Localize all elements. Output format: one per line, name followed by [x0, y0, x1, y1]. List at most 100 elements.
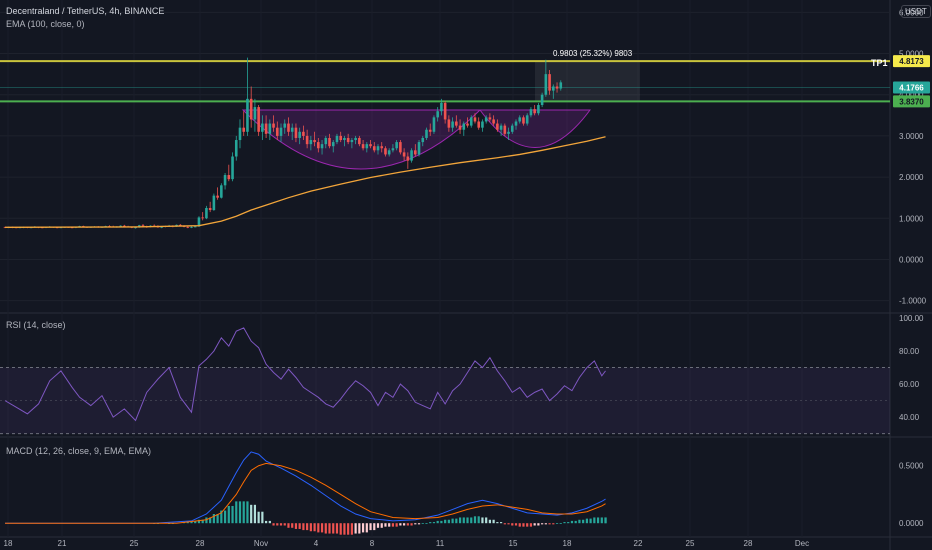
macd-histogram-bar — [369, 523, 372, 531]
macd-histogram-bar — [276, 523, 279, 526]
candles — [3, 57, 563, 229]
macd-histogram-bar — [447, 519, 450, 524]
macd-histogram-bar — [563, 522, 566, 524]
candle-body — [361, 144, 365, 149]
candle-body — [481, 121, 484, 128]
candle-body — [141, 225, 145, 227]
macd-histogram-bar — [533, 523, 536, 526]
candle-body — [335, 135, 339, 143]
macd-layer — [5, 451, 607, 535]
candle-body — [473, 117, 477, 122]
candle-body — [193, 226, 197, 228]
macd-histogram-bar — [365, 523, 368, 533]
time-tick-label: Dec — [795, 539, 809, 548]
candle-body — [305, 135, 309, 145]
candle-body — [242, 127, 246, 132]
candle-body — [484, 117, 488, 122]
macd-histogram-bar — [518, 523, 521, 527]
candle-body — [410, 150, 413, 161]
candle-body — [227, 175, 231, 180]
candle-body — [492, 119, 495, 124]
candle-body — [313, 140, 316, 143]
price-tick-label: 2.0000 — [899, 173, 924, 182]
candle-body — [119, 225, 122, 227]
macd-histogram-bar — [559, 523, 562, 525]
macd-histogram-bar — [473, 516, 477, 524]
ema-indicator-label[interactable]: EMA (100, close, 0) — [6, 19, 85, 29]
time-tick-label: 25 — [686, 539, 695, 548]
time-tick-label: 8 — [370, 539, 375, 548]
candle-body — [328, 137, 331, 147]
candle-body — [302, 131, 305, 136]
rsi-line — [4, 327, 606, 422]
candle-body — [205, 207, 208, 219]
candle-body — [447, 119, 451, 128]
price-tick-label: 4.0000 — [899, 91, 924, 100]
candle-body — [399, 142, 402, 153]
candle-body — [376, 146, 380, 151]
candle-body — [533, 109, 536, 114]
candle-body — [548, 74, 551, 91]
candle-body — [402, 152, 406, 157]
candle-body — [253, 107, 257, 120]
macd-histogram-bar — [511, 523, 514, 526]
candle-body — [552, 86, 555, 91]
macd-histogram-bar — [190, 520, 193, 524]
candle-body — [458, 125, 462, 130]
candle-body — [372, 146, 376, 151]
measure-box — [535, 61, 640, 102]
macd-histogram-bar — [507, 523, 510, 525]
macd-histogram-bar — [541, 523, 544, 525]
macd-histogram-bar — [313, 523, 316, 532]
macd-histogram-bar — [529, 523, 533, 527]
macd-histogram-bar — [548, 523, 551, 525]
candle-body — [518, 117, 522, 122]
macd-histogram-bar — [391, 523, 395, 527]
price-tick-label: 6.0000 — [899, 8, 924, 17]
macd-histogram-bar — [238, 501, 242, 524]
macd-indicator-label[interactable]: MACD (12, 26, close, 9, EMA, EMA) — [6, 446, 152, 456]
macd-histogram-bar — [339, 523, 342, 535]
candle-body — [186, 226, 190, 228]
candle-body — [358, 137, 361, 145]
candle-body — [529, 109, 533, 116]
candle-body — [510, 125, 514, 132]
candle-body — [514, 121, 518, 126]
candle-body — [331, 142, 335, 147]
candle-body — [477, 121, 481, 128]
rsi-indicator-label[interactable]: RSI (14, close) — [6, 320, 66, 330]
candle-body — [275, 127, 279, 136]
macd-histogram-bar — [235, 501, 238, 524]
price-badge-label: 3.8370 — [899, 97, 924, 106]
time-tick-label: Nov — [254, 539, 268, 548]
candle-body — [384, 148, 387, 155]
candle-body — [201, 217, 204, 219]
macd-histogram-bar — [485, 517, 488, 524]
candle-body — [208, 207, 212, 211]
axes: 6.0000 5.0000 4.0000 3.0000 2.0000 1.0000 0.00… — [4, 8, 930, 548]
macd-histogram-bar — [268, 520, 271, 524]
candle-body — [343, 137, 346, 141]
macd-histogram-bar — [246, 501, 249, 524]
candle-body — [257, 107, 260, 132]
macd-histogram-bar — [350, 523, 353, 535]
time-tick-label: 4 — [314, 539, 319, 548]
currency-button[interactable]: USDT — [901, 5, 931, 18]
macd-histogram-bar — [287, 523, 290, 528]
symbol-title[interactable]: Decentraland / TetherUS, 4h, BINANCE — [6, 6, 165, 16]
macd-histogram-bar — [567, 522, 570, 524]
macd-histogram-bar — [403, 523, 406, 526]
time-tick-label: 25 — [130, 539, 139, 548]
macd-histogram-bar — [570, 520, 574, 524]
macd-histogram-bar — [294, 523, 298, 529]
candle-body — [455, 121, 458, 126]
candle-body — [559, 82, 563, 89]
candle-body — [391, 148, 395, 151]
candle-body — [443, 102, 447, 120]
tp1-label: TP1 — [871, 58, 888, 68]
candle-body — [279, 127, 283, 136]
macd-histogram-bar — [283, 523, 286, 526]
macd-histogram-bar — [223, 510, 227, 524]
candle-body — [451, 121, 454, 128]
